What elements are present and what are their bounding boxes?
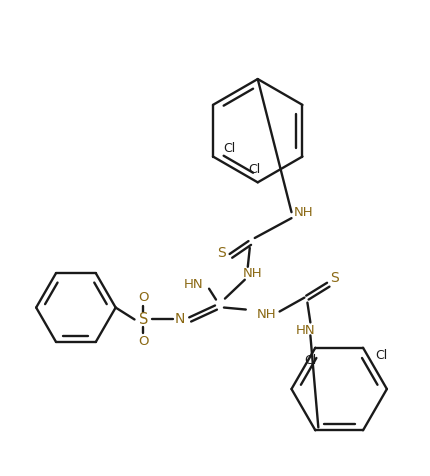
Text: Cl: Cl — [249, 163, 261, 176]
Text: HN: HN — [295, 324, 315, 337]
Text: NH: NH — [257, 308, 276, 321]
Text: NH: NH — [243, 267, 263, 280]
Text: N: N — [175, 312, 185, 327]
Text: Cl: Cl — [304, 354, 316, 367]
Text: O: O — [138, 335, 149, 348]
Text: S: S — [330, 271, 338, 285]
Text: O: O — [138, 291, 149, 304]
Text: NH: NH — [294, 206, 313, 218]
Text: Cl: Cl — [223, 142, 235, 155]
Text: S: S — [139, 312, 148, 327]
Text: Cl: Cl — [375, 349, 387, 362]
Text: HN: HN — [183, 278, 203, 291]
Text: S: S — [218, 246, 226, 260]
